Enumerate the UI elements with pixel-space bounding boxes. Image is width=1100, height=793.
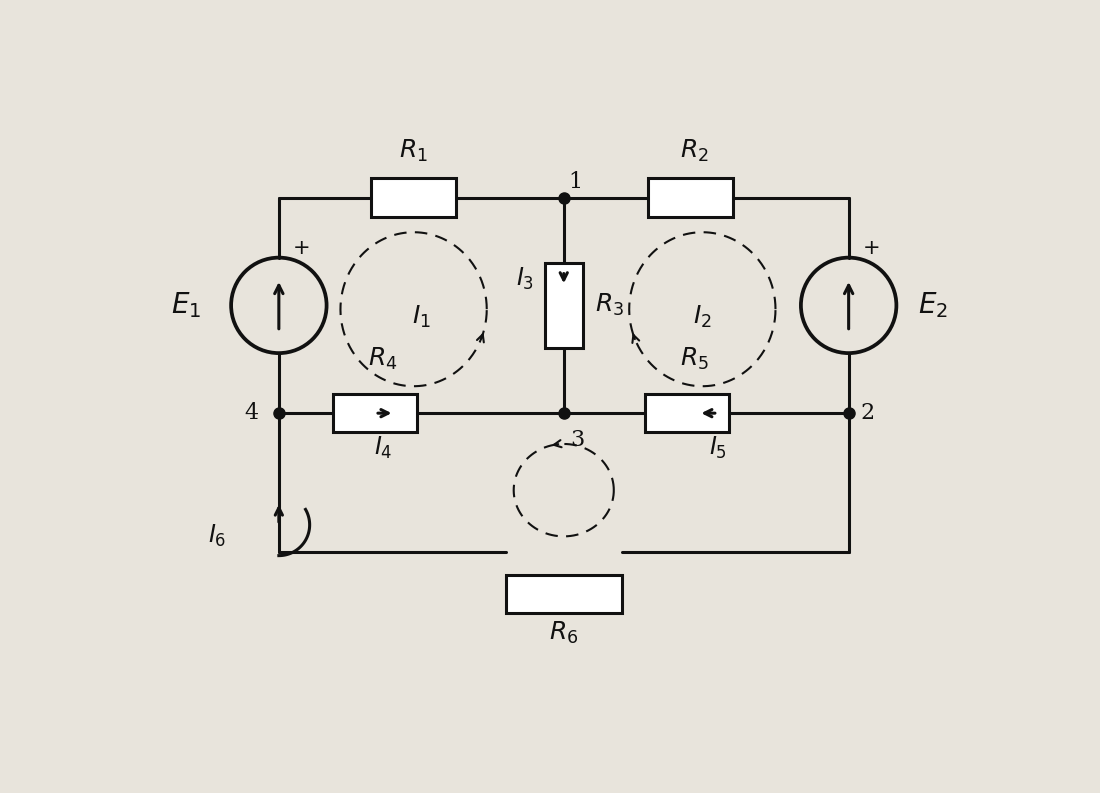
Text: $R_{4}$: $R_{4}$: [368, 347, 397, 373]
Text: $R_{3}$: $R_{3}$: [595, 293, 625, 319]
Bar: [544, 263, 583, 347]
Text: +: +: [293, 238, 311, 258]
Bar: [645, 394, 729, 432]
Text: 1: 1: [569, 171, 582, 193]
Text: +: +: [862, 238, 881, 258]
Bar: [506, 575, 621, 613]
Bar: [649, 178, 734, 216]
Text: 4: 4: [245, 402, 258, 424]
Bar: [332, 394, 418, 432]
Text: $R_{1}$: $R_{1}$: [399, 138, 428, 164]
Text: $I_6$: $I_6$: [208, 523, 227, 550]
Bar: [372, 178, 455, 216]
Text: $R_{6}$: $R_{6}$: [549, 619, 579, 646]
Text: $E_2$: $E_2$: [918, 290, 948, 320]
Text: 3: 3: [571, 429, 585, 451]
Text: $E_1$: $E_1$: [172, 290, 201, 320]
Text: $I_4$: $I_4$: [374, 435, 392, 461]
Text: $R_{5}$: $R_{5}$: [680, 347, 710, 373]
Text: $I_3$: $I_3$: [516, 266, 535, 292]
Text: $I_1$: $I_1$: [411, 304, 431, 330]
Text: $R_{2}$: $R_{2}$: [680, 138, 710, 164]
Text: $I_5$: $I_5$: [708, 435, 727, 461]
Text: 2: 2: [861, 402, 875, 424]
Text: $I_2$: $I_2$: [693, 304, 712, 330]
